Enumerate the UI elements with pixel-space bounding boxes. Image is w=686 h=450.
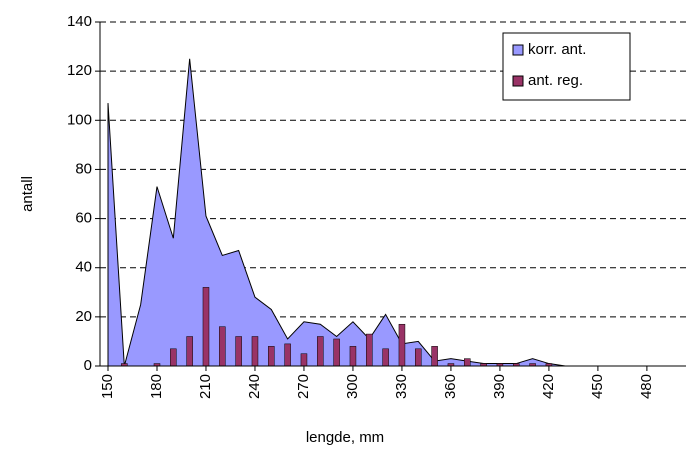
y-tick-label: 60 — [75, 210, 92, 227]
y-tick-label: 40 — [75, 259, 92, 276]
x-tick-label: 210 — [197, 374, 214, 399]
legend-label: korr. ant. — [528, 41, 586, 58]
area — [107, 58, 680, 367]
bar — [431, 346, 438, 367]
bar — [333, 338, 340, 367]
y-tick-label: 140 — [67, 13, 92, 30]
x-tick-label: 240 — [246, 374, 263, 399]
bar — [317, 336, 324, 367]
bar — [415, 348, 422, 367]
bar — [235, 336, 242, 367]
bar — [398, 323, 406, 367]
y-tick-label: 20 — [75, 308, 92, 325]
bar — [349, 346, 357, 367]
x-tick-label: 360 — [442, 374, 459, 399]
y-tick-label: 120 — [67, 62, 92, 79]
bar — [300, 353, 308, 367]
bar — [366, 333, 373, 367]
bar — [251, 336, 259, 367]
y-tick-label: 0 — [84, 357, 92, 374]
bar — [268, 346, 275, 367]
y-axis-title: antall — [19, 176, 36, 212]
legend-swatch — [512, 75, 524, 87]
x-tick-label: 390 — [491, 374, 508, 399]
bar — [170, 348, 177, 367]
bar — [284, 343, 291, 367]
x-tick-label: 480 — [638, 374, 655, 399]
legend-box — [502, 32, 631, 101]
bar — [186, 336, 193, 367]
x-tick-label: 450 — [589, 374, 606, 399]
x-tick-label: 300 — [344, 374, 361, 399]
legend-label: ant. reg. — [528, 72, 583, 89]
x-tick-label: 420 — [540, 374, 557, 399]
x-tick-label: 330 — [393, 374, 410, 399]
x-tick-label: 150 — [99, 374, 116, 399]
legend: korr. ant. ant. reg. — [502, 32, 631, 101]
bar — [219, 326, 226, 367]
y-tick-label: 100 — [67, 111, 92, 128]
bar — [202, 287, 210, 367]
y-tick-label: 80 — [75, 160, 92, 177]
legend-swatch — [512, 44, 524, 56]
bar — [464, 358, 471, 367]
x-tick-label: 270 — [295, 374, 312, 399]
x-axis-title: lengde, mm — [306, 429, 384, 446]
x-tick-label: 180 — [148, 374, 165, 399]
bar — [382, 348, 389, 367]
